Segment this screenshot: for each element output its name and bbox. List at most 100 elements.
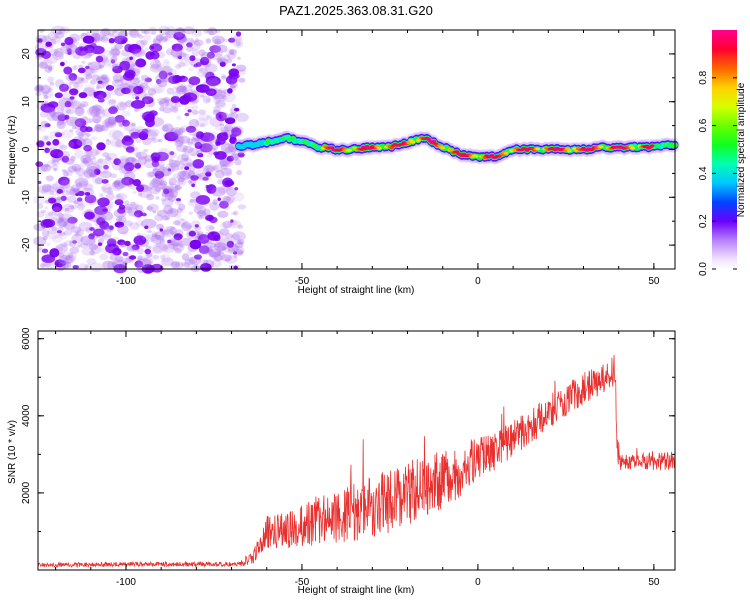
noise-blob: [237, 241, 243, 246]
noise-blob: [76, 138, 87, 147]
noise-blob: [44, 106, 56, 115]
noise-blob: [61, 189, 70, 197]
noise-blob: [167, 194, 177, 202]
noise-blob: [105, 192, 115, 201]
noise-blob: [161, 215, 169, 221]
noise-blob: [106, 157, 111, 162]
noise-blob: [107, 85, 119, 96]
noise-blob: [51, 114, 58, 119]
signal-core: [440, 146, 446, 150]
noise-blob: [123, 58, 131, 64]
noise-blob: [72, 65, 78, 71]
noise-blob: [135, 213, 142, 219]
noise-blob: [190, 40, 201, 51]
noise-blob: [60, 42, 66, 47]
noise-blob: [214, 100, 227, 109]
noise-blob: [136, 263, 146, 273]
noise-blob: [134, 162, 142, 169]
noise-blob: [209, 45, 221, 53]
noise-blob: [229, 136, 237, 145]
noise-blob: [154, 231, 165, 241]
noise-blob: [219, 200, 229, 209]
noise-blob: [91, 160, 98, 165]
noise-blob: [187, 141, 193, 146]
noise-blob: [67, 141, 75, 148]
noise-blob: [87, 61, 102, 71]
noise-blob: [97, 80, 103, 85]
noise-blob: [75, 189, 81, 194]
noise-blob: [214, 254, 223, 262]
noise-blob: [69, 240, 77, 248]
noise-blob: [126, 244, 138, 252]
snr-y-tick-label: 2000: [21, 481, 32, 504]
noise-blob: [122, 251, 129, 257]
noise-blob: [48, 48, 59, 56]
noise-blob: [198, 245, 210, 254]
snr-x-tick-label: -100: [116, 577, 136, 588]
noise-blob: [101, 179, 109, 184]
noise-blob: [89, 173, 96, 178]
noise-blob: [93, 90, 107, 100]
noise-blob: [233, 251, 237, 255]
spectrogram-x-label: Height of straight line (km): [298, 285, 415, 296]
noise-blob: [133, 86, 144, 95]
noise-blob: [215, 111, 227, 122]
noise-blob: [37, 203, 44, 209]
noise-blob: [66, 108, 75, 115]
noise-blob: [137, 232, 141, 236]
noise-blob: [85, 263, 92, 269]
noise-blob: [167, 187, 174, 192]
noise-blob: [101, 186, 107, 190]
noise-blob: [115, 255, 124, 263]
noise-blob: [41, 106, 49, 112]
noise-blob: [185, 37, 195, 44]
noise-blob: [225, 195, 236, 204]
noise-blob: [170, 261, 184, 270]
noise-blob: [107, 32, 114, 37]
noise-blob: [197, 68, 209, 78]
noise-blob: [144, 158, 155, 169]
noise-blob: [106, 152, 118, 161]
noise-blob: [110, 173, 117, 179]
noise-blob: [97, 214, 107, 222]
noise-blob: [158, 101, 165, 106]
noise-blob: [77, 104, 85, 109]
noise-blob: [57, 213, 64, 218]
noise-blob: [140, 39, 148, 46]
noise-blob: [69, 239, 74, 244]
noise-blob: [82, 104, 86, 108]
noise-blob: [217, 210, 229, 218]
noise-blob: [75, 41, 80, 45]
signal-core: [377, 146, 382, 150]
noise-blob: [113, 185, 121, 192]
noise-blob: [163, 188, 170, 195]
colorbar-tick-label: 0.4: [698, 166, 709, 180]
noise-blob: [170, 160, 185, 171]
noise-blob: [49, 110, 56, 117]
noise-blob: [178, 127, 186, 134]
noise-blob: [164, 131, 179, 142]
noise-blob: [48, 190, 55, 196]
noise-blob: [113, 34, 124, 44]
noise-blob: [208, 30, 215, 35]
noise-blob: [211, 35, 225, 45]
noise-blob: [212, 165, 219, 171]
snr-y-tick-label: 6000: [21, 327, 32, 350]
noise-blob: [40, 120, 49, 128]
noise-blob: [136, 76, 140, 80]
noise-blob: [52, 183, 59, 189]
noise-blob: [64, 37, 74, 46]
noise-blob: [80, 77, 85, 81]
noise-blob: [58, 213, 73, 223]
noise-blob: [105, 159, 114, 165]
noise-blob: [203, 85, 210, 91]
noise-blob: [59, 131, 66, 136]
noise-blob: [191, 29, 203, 37]
noise-blob: [154, 151, 169, 162]
noise-blob: [102, 188, 108, 193]
noise-blob: [154, 214, 164, 222]
noise-blob: [45, 242, 51, 246]
noise-blob: [157, 147, 171, 158]
noise-blob: [76, 245, 81, 249]
